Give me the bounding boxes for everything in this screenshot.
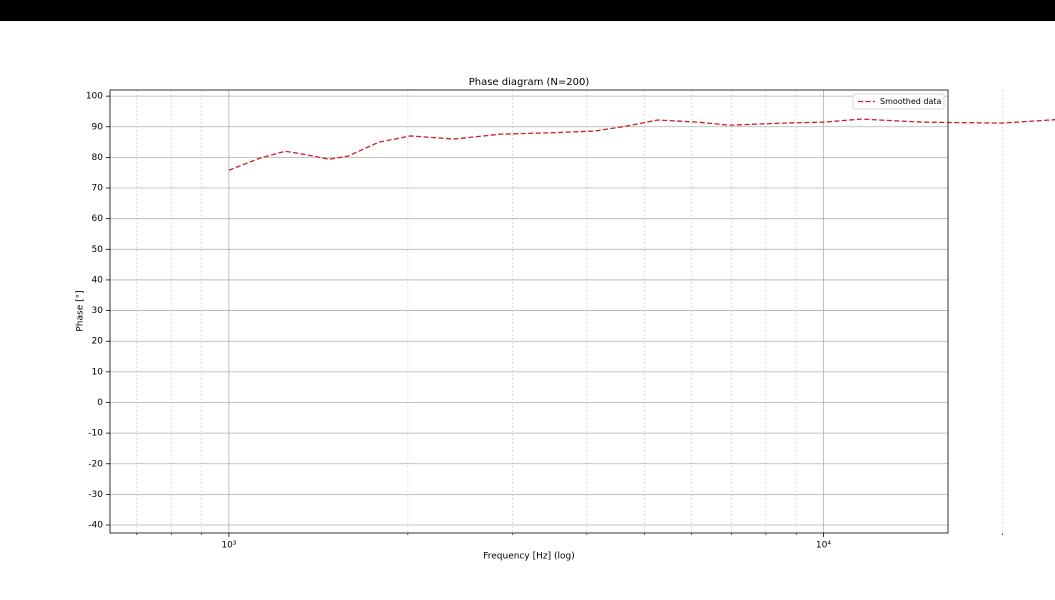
y-axis-label: Phase [°] (76, 290, 86, 331)
top-bar (0, 0, 1055, 21)
y-tick-label: 50 (92, 245, 104, 255)
legend-box (852, 93, 945, 110)
y-tick-label: 60 (92, 214, 104, 224)
plot-frame (109, 89, 949, 534)
y-tick-label: 0 (97, 398, 103, 408)
y-tick-label: 40 (92, 275, 104, 285)
y-tick-label: 80 (92, 153, 104, 163)
y-tick-label: 30 (92, 306, 104, 316)
x-tick-label: 10³ (221, 541, 236, 551)
y-tick-label: 70 (92, 184, 104, 194)
x-tick-label: 10⁴ (816, 541, 831, 551)
y-tick-label: -40 (88, 521, 103, 531)
y-tick-label: 10 (92, 367, 104, 377)
legend-label: Smoothed data (880, 97, 942, 106)
y-tick-label: 100 (86, 92, 103, 102)
y-tick-label: -20 (88, 459, 103, 469)
y-tick-label: -30 (88, 490, 103, 500)
y-tick-label: 20 (92, 337, 104, 347)
y-tick-label: -10 (88, 429, 103, 439)
data-line (228, 118, 1055, 171)
y-tick-label: 90 (92, 122, 104, 132)
x-axis-label: Frequency [Hz] (log) (483, 552, 574, 562)
chart-title: Phase diagram (N=200) (469, 77, 590, 88)
